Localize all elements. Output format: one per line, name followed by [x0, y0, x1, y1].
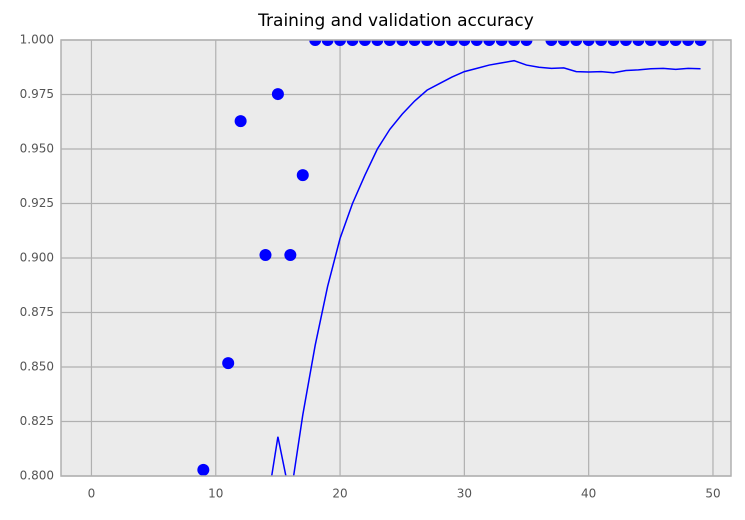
- data-point: [346, 40, 359, 46]
- data-point: [632, 40, 645, 46]
- data-point: [495, 40, 508, 46]
- data-point: [309, 40, 322, 46]
- data-point: [234, 115, 247, 128]
- data-point: [197, 463, 210, 476]
- data-point: [222, 357, 235, 370]
- y-tick-label: 0.950: [20, 142, 54, 156]
- data-point: [334, 40, 347, 46]
- data-point: [284, 248, 297, 261]
- data-point: [619, 40, 632, 46]
- y-tick-label: 0.825: [20, 414, 54, 428]
- data-point: [520, 40, 533, 46]
- y-tick-label: 0.925: [20, 196, 54, 210]
- x-tick-label: 10: [208, 487, 223, 501]
- data-line: [270, 59, 701, 476]
- data-point: [259, 248, 272, 261]
- y-tick-label: 0.850: [20, 360, 54, 374]
- x-tick-label: 0: [88, 487, 96, 501]
- x-tick-label: 20: [332, 487, 347, 501]
- data-point: [657, 40, 670, 46]
- data-point: [508, 40, 521, 46]
- y-tick-label: 0.875: [20, 305, 54, 319]
- y-tick-label: 1.000: [20, 33, 54, 47]
- data-point: [383, 40, 396, 46]
- data-point: [408, 40, 421, 46]
- x-tick-label: 30: [457, 487, 472, 501]
- data-point: [607, 40, 620, 46]
- data-point: [458, 40, 471, 46]
- data-point: [470, 40, 483, 46]
- data-point: [570, 40, 583, 46]
- data-point: [358, 40, 371, 46]
- data-point: [582, 40, 595, 46]
- data-point: [371, 40, 384, 46]
- x-tick-label: 40: [581, 487, 596, 501]
- data-point: [321, 40, 334, 46]
- data-point: [644, 40, 657, 46]
- data-point: [694, 40, 707, 46]
- data-point: [421, 40, 434, 46]
- data-point: [271, 88, 284, 101]
- y-tick-label: 0.975: [20, 87, 54, 101]
- data-point: [595, 40, 608, 46]
- data-point: [296, 169, 309, 182]
- y-tick-label: 0.900: [20, 251, 54, 265]
- data-point: [545, 40, 558, 46]
- data-point: [557, 40, 570, 46]
- data-point: [669, 40, 682, 46]
- chart-title: Training and validation accuracy: [257, 11, 534, 31]
- plot-frame: [60, 39, 732, 477]
- data-point: [483, 40, 496, 46]
- data-point: [396, 40, 409, 46]
- data-point: [682, 40, 695, 46]
- data-point: [433, 40, 446, 46]
- data-point: [445, 40, 458, 46]
- x-tick-label: 50: [705, 487, 720, 501]
- y-tick-label: 0.800: [20, 469, 54, 483]
